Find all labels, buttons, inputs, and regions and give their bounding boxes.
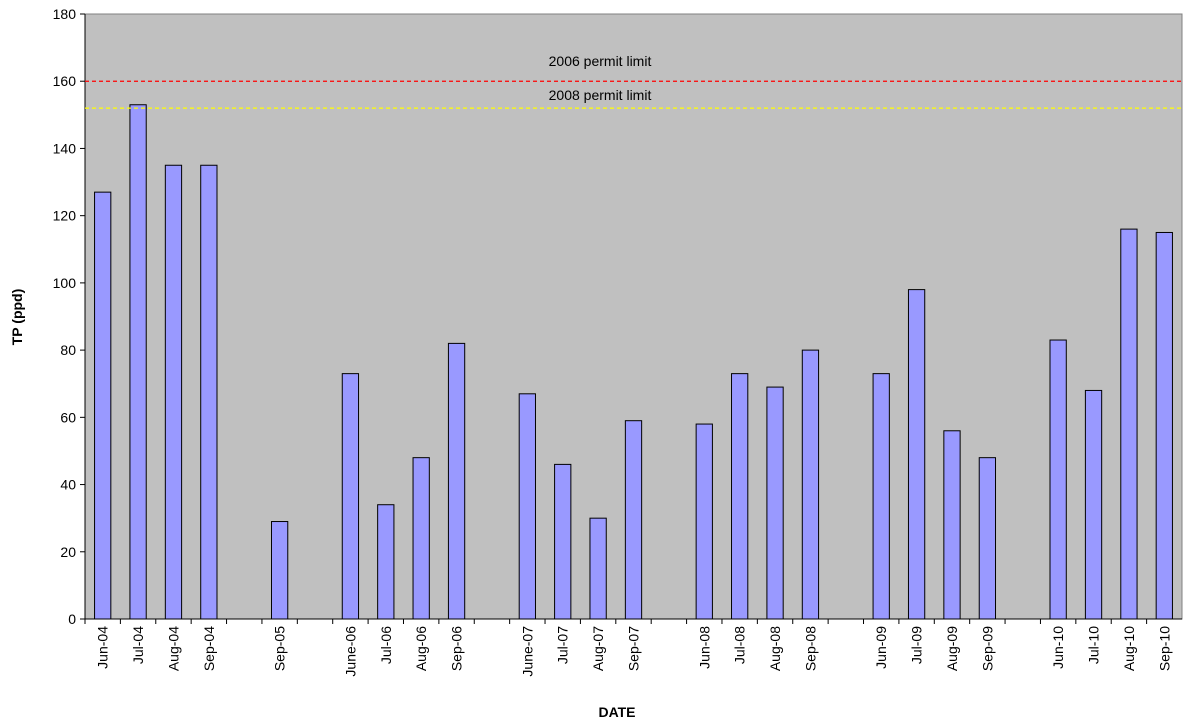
bar [766,386,784,620]
bar [589,517,607,620]
x-tick-label: Aug-10 [1121,626,1137,671]
x-tick-label: Sep-09 [979,626,995,671]
x-tick-label: Sep-10 [1156,626,1172,671]
bar [1084,389,1103,620]
x-tick-label: Jun-10 [1050,626,1066,669]
x-tick-label: Jun-08 [696,626,712,669]
bar [412,457,430,620]
bar [377,504,395,620]
bar [200,164,218,620]
bar [1120,228,1138,620]
y-axis-title: TP (ppd) [9,289,25,346]
bar [1049,339,1067,620]
x-tick-label: Aug-08 [767,626,783,671]
x-tick-label: Sep-04 [201,626,217,671]
y-tick-label: 0 [68,611,76,627]
x-tick-label: June-06 [342,626,358,677]
bar [695,423,713,620]
y-tick-label: 80 [60,342,76,358]
bar [554,463,572,620]
x-tick-label: Aug-09 [944,626,960,671]
bar [907,289,926,620]
x-tick-label: Sep-07 [626,626,642,671]
bar [270,521,289,620]
x-tick-label: Aug-04 [165,626,181,671]
y-tick-label: 140 [53,140,77,156]
x-tick-label: Jul-07 [555,626,571,664]
bar [341,373,360,620]
x-tick-label: Sep-06 [449,626,465,671]
x-tick-label: Jun-04 [95,626,111,669]
bar [447,342,466,620]
x-tick-label: Jul-06 [378,626,394,664]
x-tick-label: Jul-10 [1086,626,1102,664]
bar [801,349,820,620]
x-tick-label: Jun-09 [873,626,889,669]
x-tick-label: Aug-07 [590,626,606,671]
reference-label: 2008 permit limit [549,87,652,103]
bar [624,420,643,620]
reference-label: 2006 permit limit [549,53,652,69]
bar [731,373,749,620]
x-tick-label: Jul-08 [732,626,748,664]
y-tick-label: 40 [60,477,76,493]
x-tick-label: June-07 [519,626,535,677]
y-tick-label: 20 [60,544,76,560]
x-tick-label: Jul-09 [909,626,925,664]
y-tick-label: 160 [53,73,77,89]
y-tick-label: 120 [53,208,77,224]
y-tick-label: 60 [60,409,76,425]
bar [94,191,112,620]
x-tick-label: Jul-04 [130,626,146,664]
y-tick-label: 180 [53,6,77,22]
x-axis-title: DATE [598,704,635,720]
bar [1155,231,1173,620]
bar [978,457,997,620]
y-tick-label: 100 [53,275,77,291]
x-tick-label: Sep-05 [272,626,288,671]
bar [129,104,147,620]
bar [518,393,536,620]
bar [872,373,890,620]
x-tick-label: Sep-08 [802,626,818,671]
bar [164,164,183,620]
bar [943,430,961,620]
x-tick-label: Aug-06 [413,626,429,671]
